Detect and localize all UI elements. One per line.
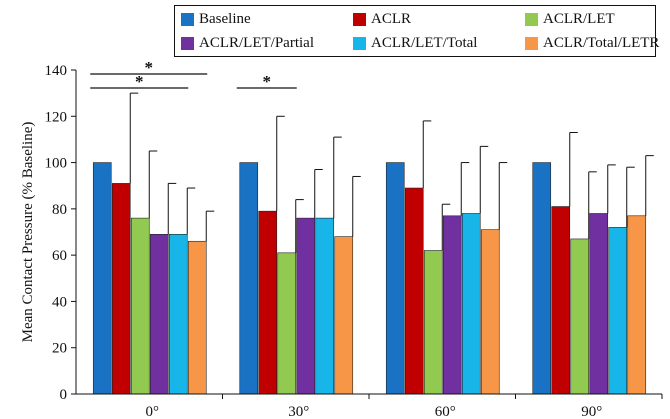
- bar-aclr-total-letr: [187, 240, 207, 395]
- bar-aclr-total-letr: [480, 229, 500, 395]
- significance-star: *: [145, 58, 154, 77]
- significance-star: *: [135, 72, 144, 91]
- significance-star: *: [263, 72, 272, 91]
- bar-aclr-let: [277, 252, 297, 395]
- y-tick-label: 120: [45, 109, 68, 125]
- legend-item-aclr-let-total: ACLR/LET/Total: [353, 33, 477, 53]
- y-tick-label: 60: [52, 248, 67, 264]
- bar-baseline: [92, 162, 112, 395]
- legend-label: Baseline: [199, 10, 251, 27]
- bar-aclr-let-partial: [589, 213, 609, 395]
- bar-aclr-let: [423, 250, 443, 395]
- bar-aclr-let-partial: [442, 215, 462, 395]
- legend-swatch: [181, 12, 194, 26]
- bar-aclr-let-total: [461, 213, 481, 395]
- bar-aclr: [111, 183, 131, 395]
- legend: Baseline ACLR ACLR/LET ACLR/LET/Partial ACLR…: [174, 5, 659, 57]
- legend-item-aclr-let-partial: ACLR/LET/Partial: [181, 33, 314, 53]
- bar-aclr: [551, 206, 571, 395]
- legend-swatch: [353, 36, 366, 50]
- legend-label: ACLR/LET: [543, 10, 615, 27]
- x-tick-label: 60°: [435, 404, 456, 419]
- legend-item-aclr: ACLR: [353, 9, 411, 29]
- legend-swatch: [525, 36, 538, 50]
- bar-baseline: [239, 162, 259, 395]
- bar-aclr: [258, 210, 278, 395]
- legend-swatch: [525, 12, 538, 26]
- significance-markers: ***: [90, 58, 297, 91]
- legend-label: ACLR/LET/Partial: [199, 34, 314, 51]
- bar-aclr-let: [130, 217, 150, 395]
- x-tick-label: 90°: [581, 404, 602, 419]
- bar-aclr: [404, 187, 424, 395]
- x-tick-label: 0°: [146, 404, 160, 419]
- bar-aclr-let-partial: [296, 217, 316, 395]
- bar-baseline: [385, 162, 405, 395]
- legend-swatch: [353, 12, 366, 26]
- y-tick-label: 140: [45, 63, 68, 79]
- legend-label: ACLR/LET/Total: [371, 34, 478, 51]
- bar-aclr-let-partial: [149, 234, 169, 395]
- y-tick-label: 20: [52, 341, 67, 357]
- bar-aclr-total-letr: [627, 215, 647, 395]
- bar-baseline: [532, 162, 552, 395]
- bars: [92, 92, 654, 395]
- legend-item-baseline: Baseline: [181, 9, 251, 29]
- y-axis-label: Mean Contact Pressure (% Baseline): [20, 122, 36, 343]
- legend-swatch: [181, 36, 194, 50]
- legend-item-aclr-total-letr: ACLR/Total/LETR: [525, 33, 659, 53]
- bar-aclr-let-total: [168, 234, 188, 395]
- y-tick-label: 80: [52, 202, 67, 218]
- y-tick-label: 0: [60, 387, 68, 403]
- x-tick-label: 30°: [288, 404, 309, 419]
- bar-aclr-total-letr: [334, 236, 354, 395]
- bar-aclr-let-total: [315, 217, 335, 395]
- y-tick-label: 40: [52, 294, 67, 310]
- bar-aclr-let: [570, 238, 590, 395]
- legend-item-aclr-let: ACLR/LET: [525, 9, 615, 29]
- bar-aclr-let-total: [608, 227, 628, 395]
- legend-label: ACLR: [371, 10, 412, 27]
- y-tick-label: 100: [45, 156, 68, 172]
- legend-label: ACLR/Total/LETR: [543, 34, 660, 51]
